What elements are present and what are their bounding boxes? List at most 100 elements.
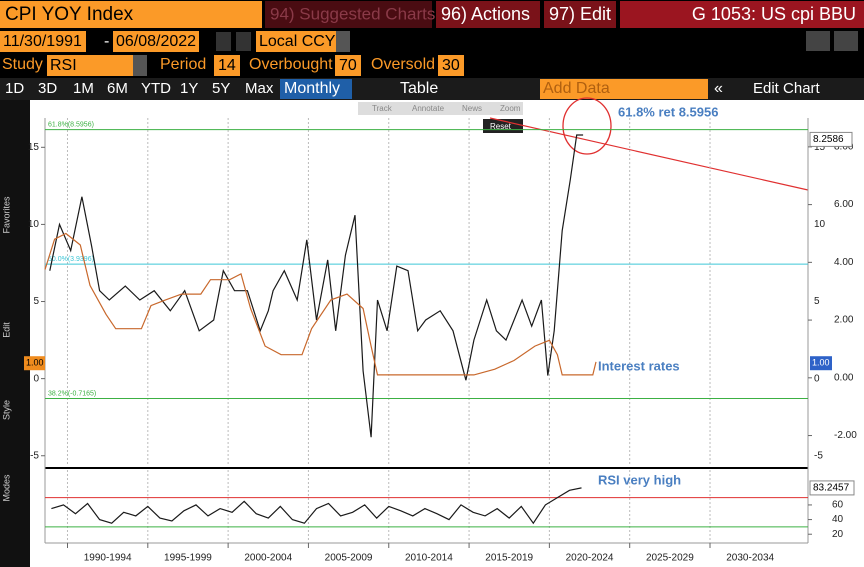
annotation: 61.8% ret 8.5956 bbox=[618, 104, 718, 119]
period-button[interactable]: 1M bbox=[73, 80, 94, 97]
period-button[interactable]: Max bbox=[245, 80, 274, 97]
y-tick-label: 20 bbox=[832, 529, 844, 540]
end-date-box[interactable] bbox=[113, 31, 199, 52]
edit-label[interactable]: 97) Edit bbox=[549, 4, 611, 24]
marker-right: 1.00 bbox=[812, 358, 830, 368]
period-box[interactable] bbox=[214, 55, 240, 76]
study-name[interactable]: RSI bbox=[50, 57, 77, 74]
security-title: CPI YOY Index bbox=[5, 4, 134, 25]
y2-tick-label: 8.00 bbox=[834, 142, 854, 153]
chart-tool[interactable]: Annotate bbox=[412, 104, 445, 113]
redo-button[interactable] bbox=[834, 31, 858, 51]
overbought-box[interactable] bbox=[335, 55, 361, 76]
rsi-value-box bbox=[809, 480, 855, 496]
marker-box-left bbox=[24, 356, 45, 371]
y-tick-label-right: 0 bbox=[814, 373, 820, 384]
x-tick-label: 1990-1994 bbox=[84, 553, 132, 564]
chart-tool[interactable]: News bbox=[462, 104, 482, 113]
annotation: Interest rates bbox=[598, 358, 680, 373]
y2-tick-label: 0.00 bbox=[834, 372, 854, 383]
undo-button[interactable] bbox=[806, 31, 830, 51]
sidebar-label[interactable]: Edit bbox=[1, 322, 11, 338]
frequency[interactable]: Monthly bbox=[284, 80, 340, 97]
x-tick-label: 2010-2014 bbox=[405, 553, 453, 564]
y-tick-label-right: 15 bbox=[814, 142, 826, 153]
study-label: Study bbox=[2, 56, 43, 73]
y-tick-label-right: -5 bbox=[814, 450, 823, 461]
prev-button[interactable] bbox=[216, 32, 231, 51]
suggested-button[interactable] bbox=[265, 1, 432, 28]
sidebar-label[interactable]: Favorites bbox=[1, 196, 11, 234]
rsi-value: 83.2457 bbox=[813, 483, 850, 494]
sidebar-label[interactable]: Modes bbox=[1, 474, 11, 502]
period-label: Period bbox=[160, 56, 206, 73]
marker-box-right bbox=[810, 356, 832, 371]
y2-tick-label: -2.00 bbox=[834, 430, 857, 441]
period-button[interactable]: 6M bbox=[107, 80, 128, 97]
y2-tick-label: 2.00 bbox=[834, 315, 854, 326]
title-box bbox=[0, 1, 262, 28]
series-line bbox=[44, 232, 597, 376]
actions-button[interactable] bbox=[436, 1, 540, 28]
oversold-box[interactable] bbox=[438, 55, 464, 76]
chart-tool[interactable]: Zoom bbox=[500, 104, 521, 113]
y-tick-label: -5 bbox=[30, 450, 39, 461]
period-value[interactable]: 14 bbox=[218, 57, 236, 74]
chart-background bbox=[30, 100, 864, 567]
ticker-label: G 1053: US cpi BBU bbox=[692, 4, 856, 24]
overbought-label: Overbought bbox=[249, 56, 333, 73]
series-line bbox=[49, 134, 584, 438]
period-button[interactable]: 3D bbox=[38, 80, 57, 97]
add-data-box[interactable] bbox=[540, 79, 708, 99]
sidebar-label[interactable]: Style bbox=[1, 400, 11, 420]
edit-button[interactable] bbox=[544, 1, 616, 28]
x-tick-label: 2000-2004 bbox=[244, 553, 292, 564]
study-box[interactable] bbox=[47, 55, 133, 76]
period-button[interactable]: 1Y bbox=[180, 80, 198, 97]
level-label: 61.8%(8.5956) bbox=[48, 122, 94, 129]
x-tick-label: 2005-2009 bbox=[325, 553, 373, 564]
overbought-value[interactable]: 70 bbox=[339, 57, 357, 74]
level-label: 50.0%(3.9396) bbox=[48, 256, 94, 263]
sidebar bbox=[0, 100, 30, 567]
period-button[interactable]: 1D bbox=[5, 80, 24, 97]
marker-left: 1.00 bbox=[26, 358, 44, 368]
last-value: 8.2586 bbox=[813, 134, 844, 145]
level-label: 38.2%(-0.7165) bbox=[48, 390, 96, 397]
y-tick-label: 40 bbox=[832, 514, 844, 525]
oversold-value[interactable]: 30 bbox=[442, 57, 460, 74]
period-button[interactable]: 5Y bbox=[212, 80, 230, 97]
start-date[interactable]: 11/30/1991 bbox=[3, 33, 82, 50]
study-dropdown[interactable] bbox=[133, 55, 147, 76]
frequency-box[interactable] bbox=[280, 79, 352, 99]
x-tick-label: 2020-2024 bbox=[566, 553, 614, 564]
collapse-icon[interactable]: « bbox=[714, 80, 723, 97]
chart-tool[interactable]: Track bbox=[372, 104, 393, 113]
end-date[interactable]: 06/08/2022 bbox=[116, 33, 196, 50]
suggested-label[interactable]: 94) Suggested Charts bbox=[270, 4, 435, 23]
table-button[interactable]: Table bbox=[400, 80, 438, 97]
chart-tools-bar bbox=[358, 102, 523, 115]
series-line bbox=[51, 487, 582, 525]
y-tick-label: 5 bbox=[33, 296, 39, 307]
x-tick-label: 2015-2019 bbox=[485, 553, 533, 564]
edit-chart[interactable]: Edit Chart bbox=[753, 80, 821, 97]
y-tick-label: 0 bbox=[33, 373, 39, 384]
currency[interactable]: Local CCY bbox=[259, 33, 336, 50]
x-tick-label: 2025-2029 bbox=[646, 553, 694, 564]
ticker-bar bbox=[620, 1, 864, 28]
oversold-label: Oversold bbox=[371, 56, 435, 73]
y2-tick-label: 6.00 bbox=[834, 199, 854, 210]
x-tick-label: 1995-1999 bbox=[164, 553, 212, 564]
chart-tool[interactable]: Reset bbox=[490, 122, 512, 131]
currency-dropdown[interactable] bbox=[336, 31, 350, 52]
next-button[interactable] bbox=[236, 32, 251, 51]
currency-box[interactable] bbox=[256, 31, 336, 52]
period-button[interactable]: YTD bbox=[141, 80, 171, 97]
highlight-circle bbox=[562, 97, 612, 155]
actions-label[interactable]: 96) Actions bbox=[441, 4, 530, 24]
add-data[interactable]: Add Data bbox=[543, 80, 610, 97]
start-date-box[interactable] bbox=[0, 31, 86, 52]
y-tick-label: 10 bbox=[28, 219, 40, 230]
